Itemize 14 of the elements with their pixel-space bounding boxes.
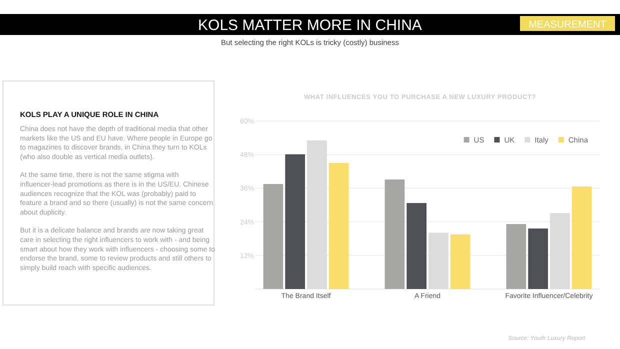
bar	[506, 224, 526, 289]
bar	[572, 186, 592, 289]
bar	[328, 163, 349, 289]
bar	[307, 140, 327, 289]
text: MEASUREMENT	[528, 20, 606, 30]
bar	[285, 154, 306, 289]
bar	[550, 213, 570, 289]
bar	[406, 203, 426, 289]
bar	[384, 180, 405, 289]
bar	[528, 228, 548, 289]
bar	[428, 232, 448, 289]
bar	[450, 234, 470, 289]
bar	[263, 184, 284, 289]
text: KOLS MATTER MORE IN CHINA	[198, 17, 422, 34]
